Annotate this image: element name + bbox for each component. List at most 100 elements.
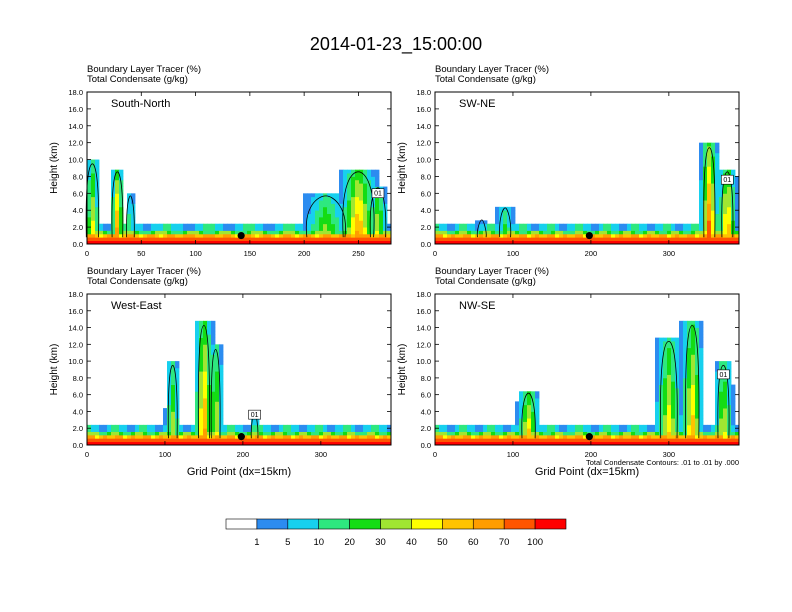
field-cell <box>91 237 96 242</box>
field-cell <box>567 233 572 238</box>
field-cell <box>735 203 740 208</box>
field-cell <box>215 364 220 369</box>
field-cell <box>443 233 448 238</box>
field-cell <box>323 428 328 432</box>
field-cell <box>383 431 388 436</box>
field-cell <box>527 431 532 436</box>
field-cell <box>647 230 652 235</box>
field-cell <box>503 441 508 446</box>
field-cell <box>687 361 692 365</box>
field-cell <box>263 441 268 446</box>
field-cell <box>707 152 712 157</box>
field-cell <box>543 237 548 242</box>
field-cell <box>259 233 264 238</box>
field-cell <box>99 223 104 228</box>
field-cell <box>115 438 120 443</box>
field-cell <box>655 408 660 412</box>
field-cell <box>723 230 728 235</box>
field-cell <box>715 220 720 225</box>
field-cell <box>111 237 116 242</box>
field-cell <box>323 210 328 214</box>
field-cell <box>323 193 328 198</box>
field-cell <box>491 438 496 443</box>
field-cell <box>327 220 332 225</box>
field-cell <box>487 237 492 242</box>
field-cell <box>175 223 180 228</box>
field-cell <box>435 431 440 436</box>
field-cell <box>167 398 172 402</box>
field-cell <box>483 230 488 235</box>
field-cell <box>711 424 716 429</box>
field-cell <box>459 237 464 242</box>
field-cell <box>711 210 716 214</box>
field-cell <box>479 240 484 245</box>
field-cell <box>551 438 556 443</box>
field-cell <box>495 230 500 235</box>
field-cell <box>131 431 136 436</box>
colorbar: 1 5 10 20 30 40 50 60 70 100 <box>225 518 567 548</box>
field-cell <box>287 438 292 443</box>
field-cell <box>219 431 224 436</box>
field-cell <box>115 189 120 194</box>
field-cell <box>523 391 528 396</box>
field-cell <box>655 337 660 342</box>
field-cell <box>171 411 176 416</box>
field-cell <box>207 330 212 335</box>
field-cell <box>231 233 236 238</box>
field-cell <box>179 233 184 238</box>
field-cell <box>91 193 96 198</box>
field-cell <box>703 240 708 245</box>
field-cell <box>547 233 552 238</box>
field-cell <box>203 381 208 385</box>
field-cell <box>255 230 260 235</box>
field-cell <box>179 438 184 443</box>
field-cell <box>699 176 704 181</box>
field-cell <box>87 159 92 164</box>
field-cell <box>335 223 340 228</box>
field-cell <box>603 434 608 439</box>
field-cell <box>699 408 704 412</box>
field-cell <box>443 438 448 443</box>
field-cell <box>379 438 384 443</box>
field-cell <box>727 223 732 228</box>
field-cell <box>707 176 712 181</box>
field-cell <box>603 441 608 446</box>
field-cell <box>663 357 668 362</box>
field-cell <box>139 438 144 443</box>
field-cell <box>607 227 612 231</box>
field-cell <box>639 230 644 235</box>
field-cell <box>335 441 340 446</box>
field-cell <box>379 230 384 235</box>
field-cell <box>439 223 444 228</box>
field-cell <box>503 424 508 429</box>
field-cell <box>315 210 320 214</box>
field-cell <box>291 230 296 235</box>
field-cell <box>343 196 348 201</box>
field-cell <box>679 237 684 242</box>
field-cell <box>339 193 344 198</box>
field-cell <box>211 408 216 412</box>
field-cell <box>531 391 536 396</box>
field-cell <box>315 200 320 204</box>
field-cell <box>723 398 728 402</box>
field-cell <box>655 441 660 446</box>
field-cell <box>699 377 704 382</box>
field-cell <box>447 237 452 242</box>
field-cell <box>555 441 560 446</box>
field-cell <box>87 438 92 443</box>
field-cell <box>243 441 248 446</box>
field-cell <box>663 441 668 446</box>
field-cell <box>711 200 716 204</box>
field-cell <box>303 240 308 245</box>
field-cell <box>571 424 576 429</box>
field-cell <box>307 193 312 198</box>
field-cell <box>679 394 684 399</box>
field-cell <box>303 203 308 208</box>
condensate-contour <box>369 187 387 238</box>
field-cell <box>651 441 656 446</box>
field-cell <box>127 438 132 443</box>
field-cell <box>215 431 220 436</box>
field-cell <box>503 227 508 231</box>
field-cell <box>203 431 208 436</box>
field-cell <box>507 237 512 242</box>
